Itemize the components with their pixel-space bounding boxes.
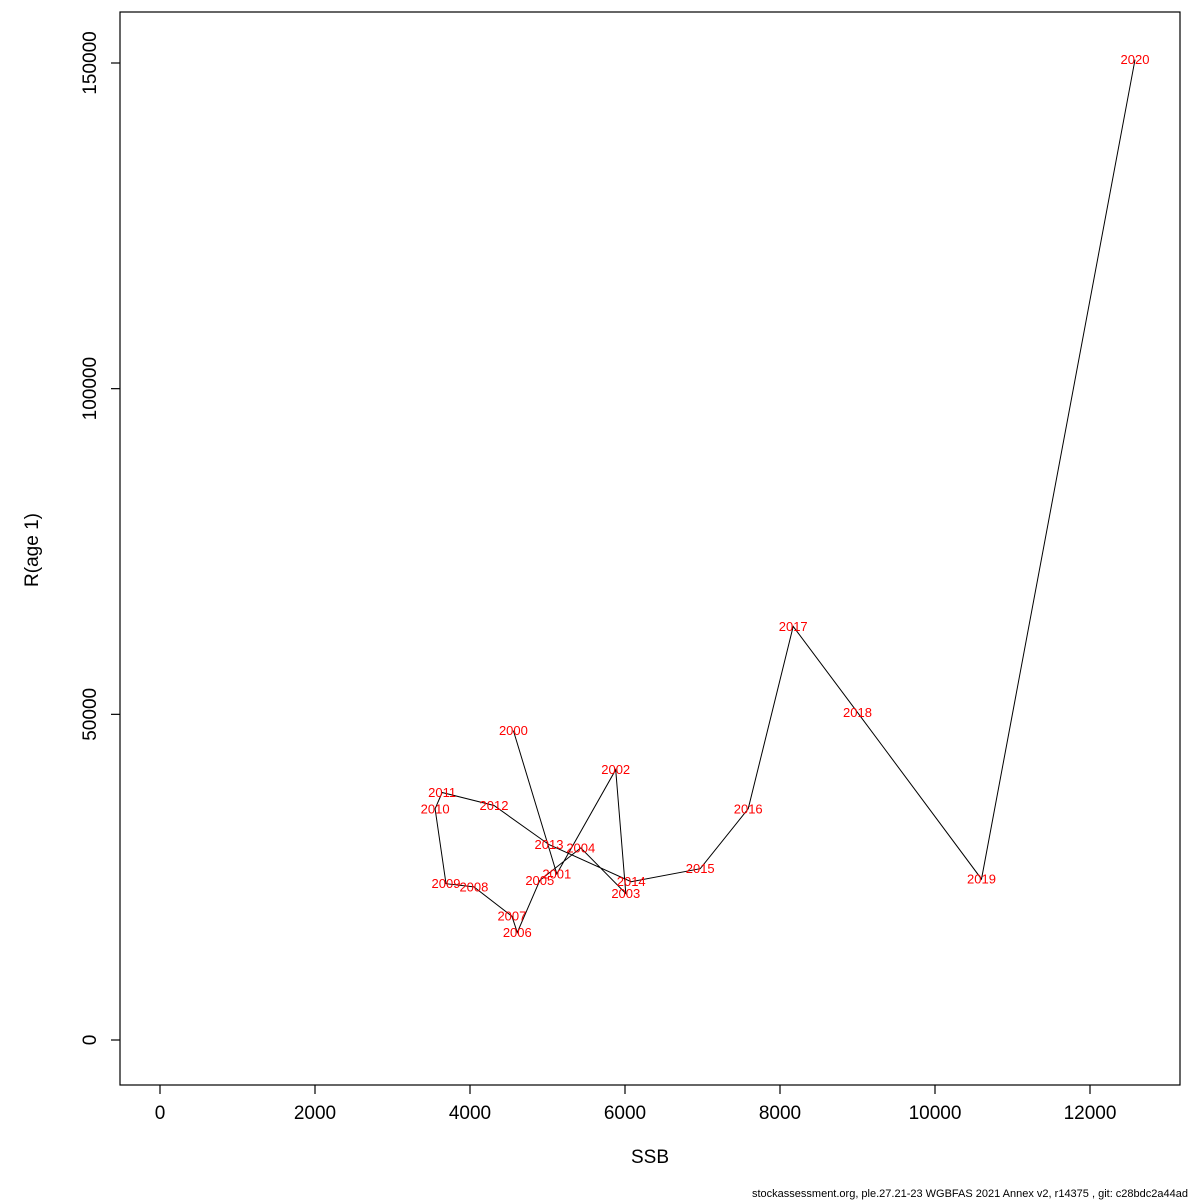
- year-point-label: 2000: [499, 723, 528, 738]
- year-point-label: 2014: [617, 874, 646, 889]
- x-tick-label: 12000: [1064, 1103, 1117, 1124]
- y-tick-label: 0: [80, 1035, 101, 1046]
- year-point-label: 2004: [566, 840, 595, 855]
- year-point-label: 2017: [779, 619, 808, 634]
- year-point-label: 2010: [421, 801, 450, 816]
- year-point-label: 2013: [535, 837, 564, 852]
- x-tick-label: 0: [155, 1103, 166, 1124]
- year-point-label: 2001: [542, 866, 571, 881]
- year-point-label: 2018: [843, 705, 872, 720]
- year-point-label: 2020: [1121, 52, 1150, 67]
- x-tick-label: 6000: [604, 1103, 646, 1124]
- year-point-label: 2007: [497, 909, 526, 924]
- x-axis-title: SSB: [631, 1147, 669, 1168]
- y-tick-label: 100000: [80, 357, 101, 420]
- plot-box: [119, 11, 1181, 1086]
- year-point-label: 2015: [686, 861, 715, 876]
- x-tick-label: 4000: [449, 1103, 491, 1124]
- y-tick-label: 150000: [80, 31, 101, 94]
- year-point-label: 2009: [432, 876, 461, 891]
- year-point-label: 2012: [480, 798, 509, 813]
- plot-area: 0 2000 4000 6000 8000 10000 12000 0 50000 100000 1…: [80, 11, 1181, 1124]
- x-tick-label: 2000: [294, 1103, 336, 1124]
- x-tick-label: 8000: [759, 1103, 801, 1124]
- year-point-label: 2006: [503, 925, 532, 940]
- year-point-label: 2002: [601, 762, 630, 777]
- x-tick-label: 10000: [909, 1103, 962, 1124]
- y-axis-title: R(age 1): [22, 513, 43, 587]
- year-point-label: 2016: [734, 801, 763, 816]
- year-point-label: 2008: [459, 879, 488, 894]
- year-point-label: 2019: [967, 872, 996, 887]
- y-tick-label: 50000: [80, 688, 101, 741]
- recruitment-line: [434, 59, 1136, 934]
- year-point-label: 2005: [525, 873, 554, 888]
- year-point-label: 2011: [428, 785, 456, 800]
- footer-caption: stockassessment.org, ple.27.21-23 WGBFAS…: [752, 1188, 1188, 1200]
- year-point-label: 2003: [611, 886, 640, 901]
